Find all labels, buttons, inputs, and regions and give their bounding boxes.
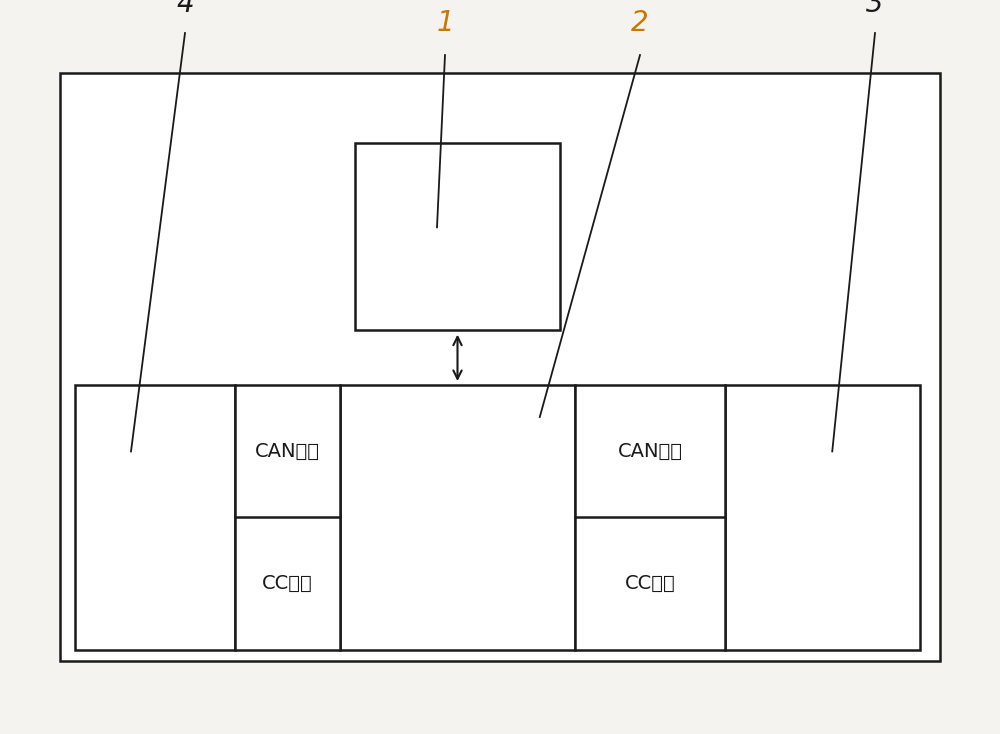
Text: CC信号: CC信号 (625, 574, 675, 593)
Text: 4: 4 (176, 0, 194, 18)
Text: 1: 1 (436, 9, 454, 37)
Bar (340, 385, 575, 650)
Bar (60, 73, 940, 661)
Text: CAN总线: CAN总线 (617, 442, 682, 461)
Bar (75, 385, 235, 650)
Text: 2: 2 (631, 9, 649, 37)
Bar (235, 385, 340, 650)
Text: CC信号: CC信号 (262, 574, 313, 593)
Bar (725, 385, 920, 650)
Bar (355, 143, 560, 330)
Bar (575, 385, 725, 650)
Text: 3: 3 (866, 0, 884, 18)
Text: CAN总线: CAN总线 (255, 442, 320, 461)
